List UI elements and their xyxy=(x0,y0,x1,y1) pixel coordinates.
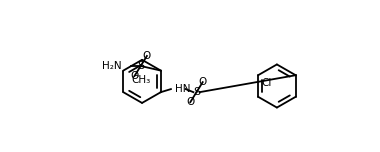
Text: S: S xyxy=(193,87,200,97)
Text: S: S xyxy=(137,61,144,71)
Text: O: O xyxy=(186,97,195,107)
Text: HN: HN xyxy=(175,84,190,94)
Text: O: O xyxy=(199,77,207,87)
Text: O: O xyxy=(143,51,151,61)
Text: Cl: Cl xyxy=(261,78,272,88)
Text: O: O xyxy=(130,71,139,81)
Text: CH₃: CH₃ xyxy=(131,75,150,85)
Text: H₂N: H₂N xyxy=(103,61,122,71)
